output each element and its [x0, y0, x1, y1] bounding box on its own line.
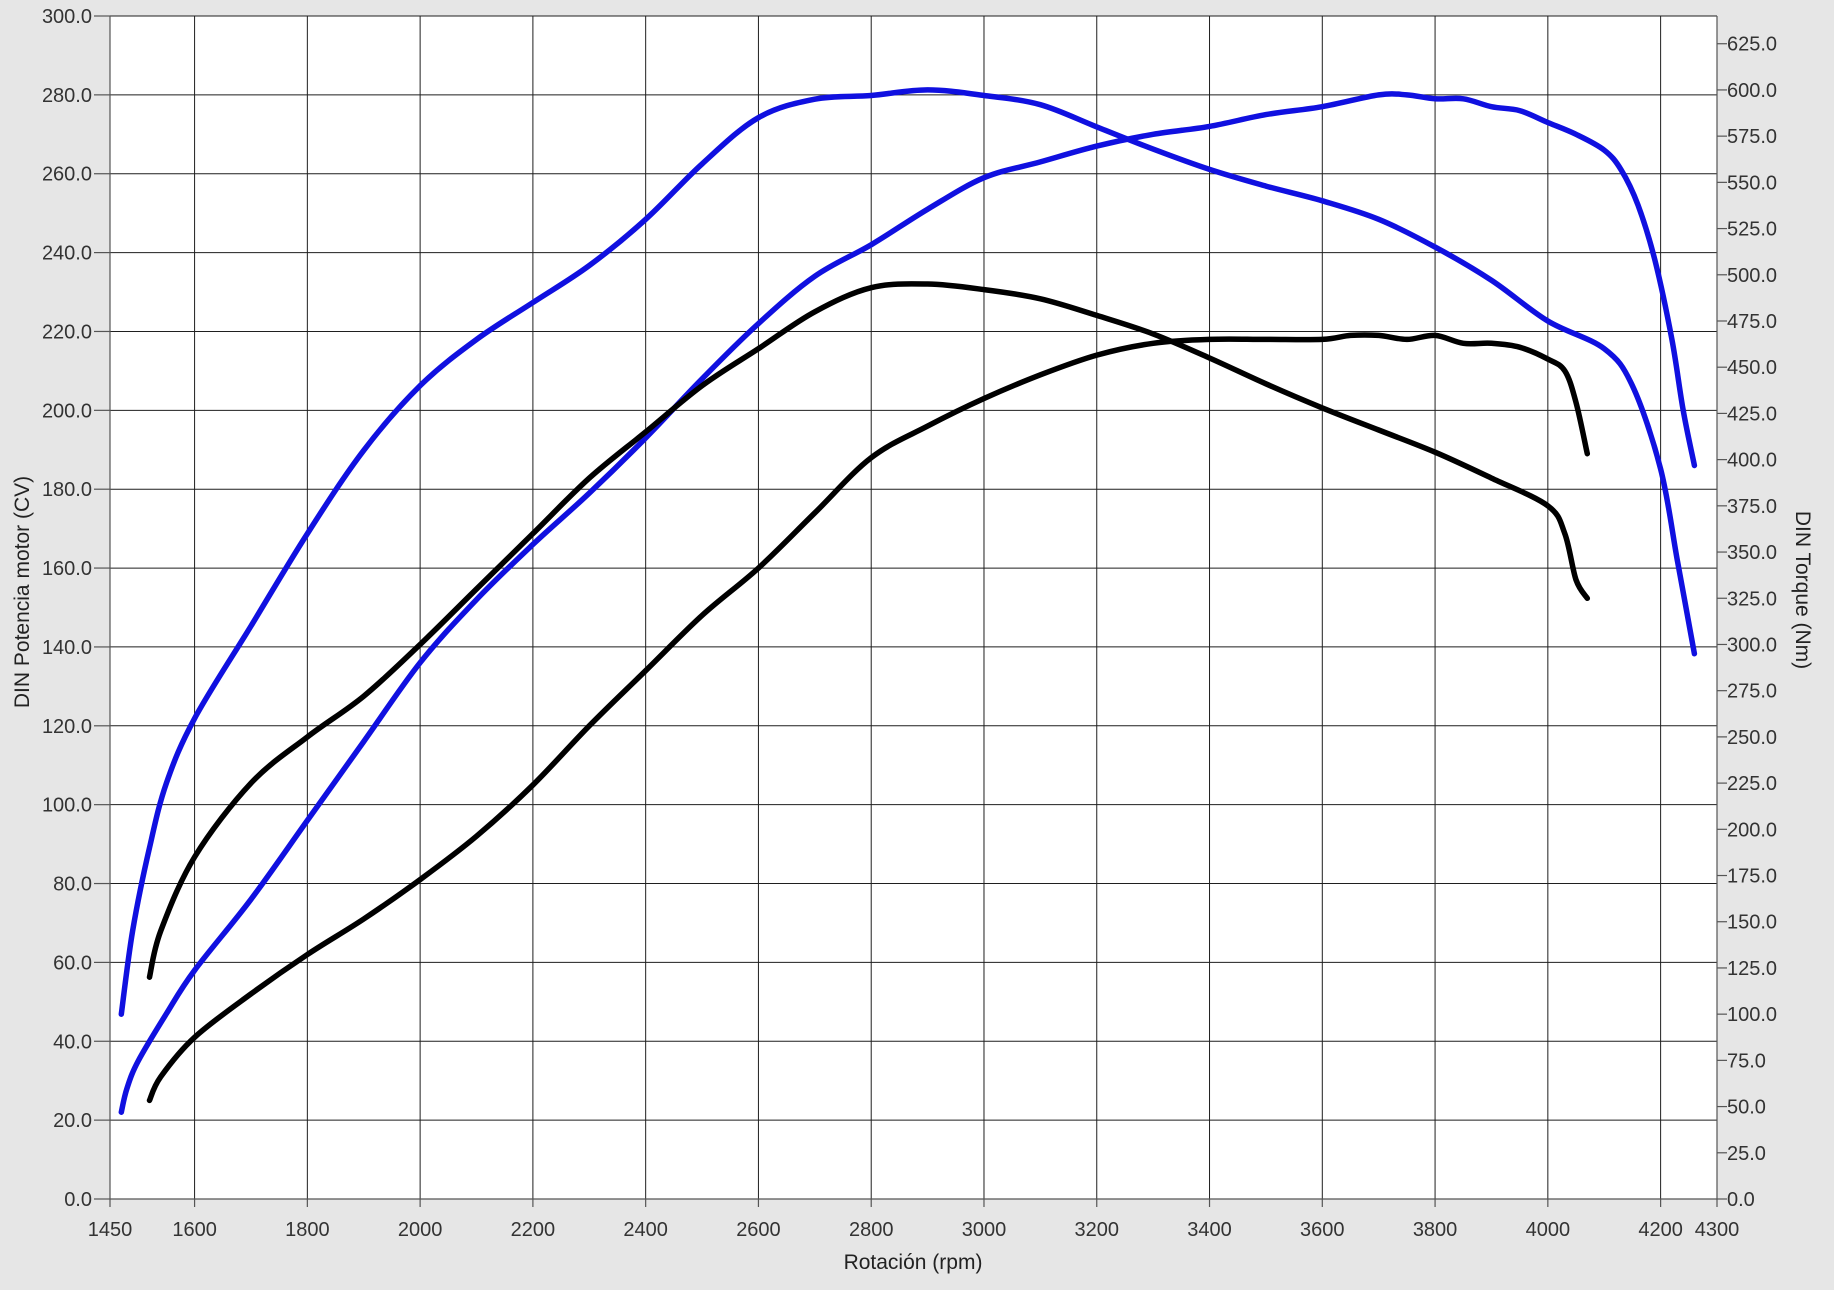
x-tick-label: 4200	[1638, 1219, 1683, 1241]
y-left-tick-label: 200.0	[42, 400, 92, 422]
curves	[118, 87, 1698, 1115]
y-left-tick-label: 260.0	[42, 164, 92, 186]
y-left-tick-label: 280.0	[42, 85, 92, 107]
x-tick-label: 1800	[285, 1219, 330, 1241]
y-left-tick-label: 220.0	[42, 321, 92, 343]
y-left-tick-label: 20.0	[53, 1110, 92, 1132]
y-right-tick-label: 150.0	[1727, 912, 1777, 934]
y-right-tick-label: 100.0	[1727, 1004, 1777, 1026]
axes	[94, 15, 1727, 1207]
y-right-tick-label: 500.0	[1727, 265, 1777, 287]
x-tick-label: 2400	[623, 1219, 668, 1241]
x-tick-label: 2800	[849, 1219, 894, 1241]
y-right-tick-label: 625.0	[1727, 34, 1777, 56]
x-tick-label: 3200	[1075, 1219, 1120, 1241]
x-tick-label: 3800	[1413, 1219, 1458, 1241]
y-right-tick-label: 450.0	[1727, 357, 1777, 379]
y-right-tick-label: 175.0	[1727, 866, 1777, 888]
curve-power-blue	[118, 91, 1698, 1115]
y-right-tick-label: 250.0	[1727, 727, 1777, 749]
x-tick-label: 4000	[1526, 1219, 1571, 1241]
curve-torque-blue	[118, 87, 1698, 1017]
x-tick-label: 1600	[172, 1219, 217, 1241]
y-right-tick-label: 475.0	[1727, 311, 1777, 333]
y-left-tick-label: 140.0	[42, 637, 92, 659]
y-left-tick-label: 240.0	[42, 243, 92, 265]
x-tick-label: 4300	[1695, 1219, 1740, 1241]
y-right-tick-label: 325.0	[1727, 588, 1777, 610]
y-right-tick-label: 0.0	[1727, 1189, 1755, 1211]
y-right-tick-label: 225.0	[1727, 773, 1777, 795]
y-axis-left-title: DIN Potencia motor (CV)	[11, 476, 34, 708]
x-tick-label: 3400	[1187, 1219, 1232, 1241]
y-right-tick-label: 525.0	[1727, 219, 1777, 241]
y-right-tick-label: 575.0	[1727, 126, 1777, 148]
x-tick-label: 3600	[1300, 1219, 1345, 1241]
x-tick-label: 1450	[88, 1219, 133, 1241]
y-right-tick-label: 550.0	[1727, 172, 1777, 194]
y-right-tick-label: 300.0	[1727, 634, 1777, 656]
y-right-tick-label: 400.0	[1727, 450, 1777, 472]
x-axis-title: Rotación (rpm)	[844, 1251, 983, 1274]
y-left-tick-label: 100.0	[42, 795, 92, 817]
y-right-tick-label: 275.0	[1727, 681, 1777, 703]
y-left-tick-label: 300.0	[42, 6, 92, 28]
y-left-tick-label: 60.0	[53, 952, 92, 974]
y-right-tick-label: 375.0	[1727, 496, 1777, 518]
y-left-tick-label: 0.0	[64, 1189, 92, 1211]
y-right-tick-label: 50.0	[1727, 1097, 1766, 1119]
y-left-tick-label: 180.0	[42, 479, 92, 501]
y-axis-right-title: DIN Torque (Nm)	[1791, 511, 1814, 669]
y-left-tick-label: 120.0	[42, 716, 92, 738]
y-right-tick-label: 125.0	[1727, 958, 1777, 980]
x-tick-label: 2000	[398, 1219, 443, 1241]
y-left-tick-label: 40.0	[53, 1031, 92, 1053]
plot-area	[110, 16, 1717, 1199]
y-right-tick-label: 425.0	[1727, 403, 1777, 425]
grid	[110, 15, 1717, 1199]
tick-labels: 1450 1600 1800 2000 2200 2400 2600 2800 3000 3200…	[42, 6, 1777, 1241]
y-left-tick-label: 160.0	[42, 558, 92, 580]
y-right-tick-label: 25.0	[1727, 1143, 1766, 1165]
curve-power-black	[146, 332, 1591, 1104]
y-left-tick-label: 80.0	[53, 874, 92, 896]
x-tick-label: 2200	[511, 1219, 556, 1241]
y-right-tick-label: 75.0	[1727, 1050, 1766, 1072]
y-right-tick-label: 350.0	[1727, 542, 1777, 564]
y-right-tick-label: 600.0	[1727, 80, 1777, 102]
x-tick-label: 3000	[962, 1219, 1007, 1241]
x-tick-label: 2600	[736, 1219, 781, 1241]
y-right-tick-label: 200.0	[1727, 819, 1777, 841]
curve-torque-black	[146, 281, 1591, 980]
